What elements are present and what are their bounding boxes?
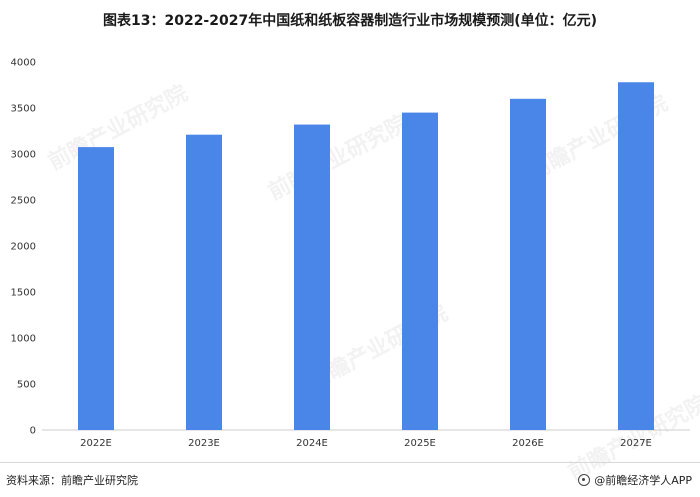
y-tick-label: 4000 — [11, 58, 36, 69]
y-tick-label: 500 — [17, 380, 36, 391]
y-tick-label: 3000 — [11, 150, 36, 161]
x-tick-label: 2027E — [620, 438, 652, 449]
bar-2022E — [78, 147, 114, 430]
credit: @前瞻经济学人APP — [578, 472, 692, 488]
y-axis-ticks: 0 500 1000 1500 2000 2500 3000 3500 4000 — [11, 58, 36, 437]
bar-2024E — [294, 124, 330, 430]
y-tick-label: 0 — [30, 426, 36, 437]
footer-divider — [0, 462, 700, 463]
bars — [78, 82, 654, 431]
credit-text: @前瞻经济学人APP — [594, 474, 692, 487]
y-tick-label: 2000 — [11, 242, 36, 253]
y-tick-label: 1500 — [11, 288, 36, 299]
x-tick-label: 2023E — [188, 438, 220, 449]
bar-2027E — [618, 82, 654, 431]
bar-2026E — [510, 98, 546, 431]
x-tick-label: 2026E — [512, 438, 544, 449]
brand-logo-icon — [578, 474, 591, 486]
bar-2023E — [186, 134, 222, 430]
y-tick-label: 2500 — [11, 196, 36, 207]
bar-2025E — [402, 112, 438, 430]
x-tick-label: 2025E — [404, 438, 436, 449]
x-tick-label: 2022E — [80, 438, 112, 449]
chart-title: 图表13：2022-2027年中国纸和纸板容器制造行业市场规模预测(单位：亿元) — [102, 13, 598, 29]
y-tick-label: 3500 — [11, 104, 36, 115]
y-tick-label: 1000 — [11, 334, 36, 345]
x-axis-ticks: 2022E 2023E 2024E 2025E 2026E 2027E — [80, 438, 652, 449]
x-tick-label: 2024E — [296, 438, 328, 449]
source-note: 资料来源：前瞻产业研究院 — [6, 474, 138, 487]
